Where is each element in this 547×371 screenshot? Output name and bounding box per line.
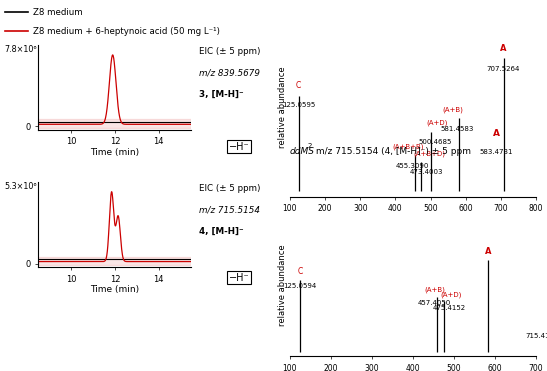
Text: (A+D): (A+D): [441, 291, 462, 298]
Text: (A+B+D): (A+B+D): [413, 150, 445, 157]
Text: 3, [M-H]⁻: 3, [M-H]⁻: [199, 90, 244, 99]
Text: −H⁻: −H⁻: [229, 273, 249, 283]
Text: m/z 715.5154: m/z 715.5154: [199, 206, 260, 215]
Text: C: C: [298, 267, 303, 276]
Text: 500.4685: 500.4685: [418, 139, 452, 145]
Text: Z8 medium: Z8 medium: [33, 7, 82, 17]
Text: 707.5264: 707.5264: [487, 66, 520, 72]
Bar: [38, 257, 191, 265]
Text: A: A: [501, 44, 507, 53]
X-axis label: m/z: m/z: [405, 215, 421, 224]
Text: 7.8×10⁶: 7.8×10⁶: [4, 45, 37, 53]
Text: 581.4583: 581.4583: [441, 125, 474, 131]
Y-axis label: relative abundance: relative abundance: [278, 67, 287, 148]
Text: A: A: [485, 247, 492, 256]
Text: 473.4003: 473.4003: [410, 170, 443, 175]
Text: 715.4174: 715.4174: [526, 334, 547, 339]
X-axis label: Time (min): Time (min): [90, 148, 139, 157]
Text: 5.3×10⁶: 5.3×10⁶: [4, 182, 37, 191]
Text: (A+D): (A+D): [426, 120, 448, 126]
Text: 4, [M-H]⁻: 4, [M-H]⁻: [199, 227, 244, 236]
Text: 2: 2: [307, 143, 312, 149]
Text: 125.0595: 125.0595: [282, 102, 316, 108]
Text: 125.0594: 125.0594: [283, 283, 317, 289]
Text: ddMS: ddMS: [290, 147, 315, 156]
Text: 475.4152: 475.4152: [432, 305, 465, 311]
Text: (A+B+B): (A+B+B): [392, 144, 423, 150]
Text: A: A: [493, 129, 500, 138]
Text: m/z 715.5154 (4, [M-H]⁻) ± 5 ppm: m/z 715.5154 (4, [M-H]⁻) ± 5 ppm: [313, 147, 472, 156]
Text: EIC (± 5 ppm): EIC (± 5 ppm): [199, 184, 260, 193]
Text: −H⁻: −H⁻: [229, 142, 249, 152]
Text: m/z 839.5679: m/z 839.5679: [199, 68, 260, 78]
Text: C: C: [296, 81, 301, 90]
Text: 455.3090: 455.3090: [395, 163, 429, 169]
Text: 583.4731: 583.4731: [480, 148, 514, 155]
Text: EIC (± 5 ppm): EIC (± 5 ppm): [199, 47, 260, 56]
Text: Z8 medium + 6-heptynoic acid (50 mg L⁻¹): Z8 medium + 6-heptynoic acid (50 mg L⁻¹): [33, 27, 219, 36]
Y-axis label: relative abundance: relative abundance: [278, 245, 287, 326]
X-axis label: Time (min): Time (min): [90, 285, 139, 294]
Text: (A+B): (A+B): [443, 106, 463, 113]
Bar: [38, 119, 191, 128]
Text: 457.4050: 457.4050: [418, 300, 451, 306]
Text: (A+B): (A+B): [424, 286, 445, 293]
